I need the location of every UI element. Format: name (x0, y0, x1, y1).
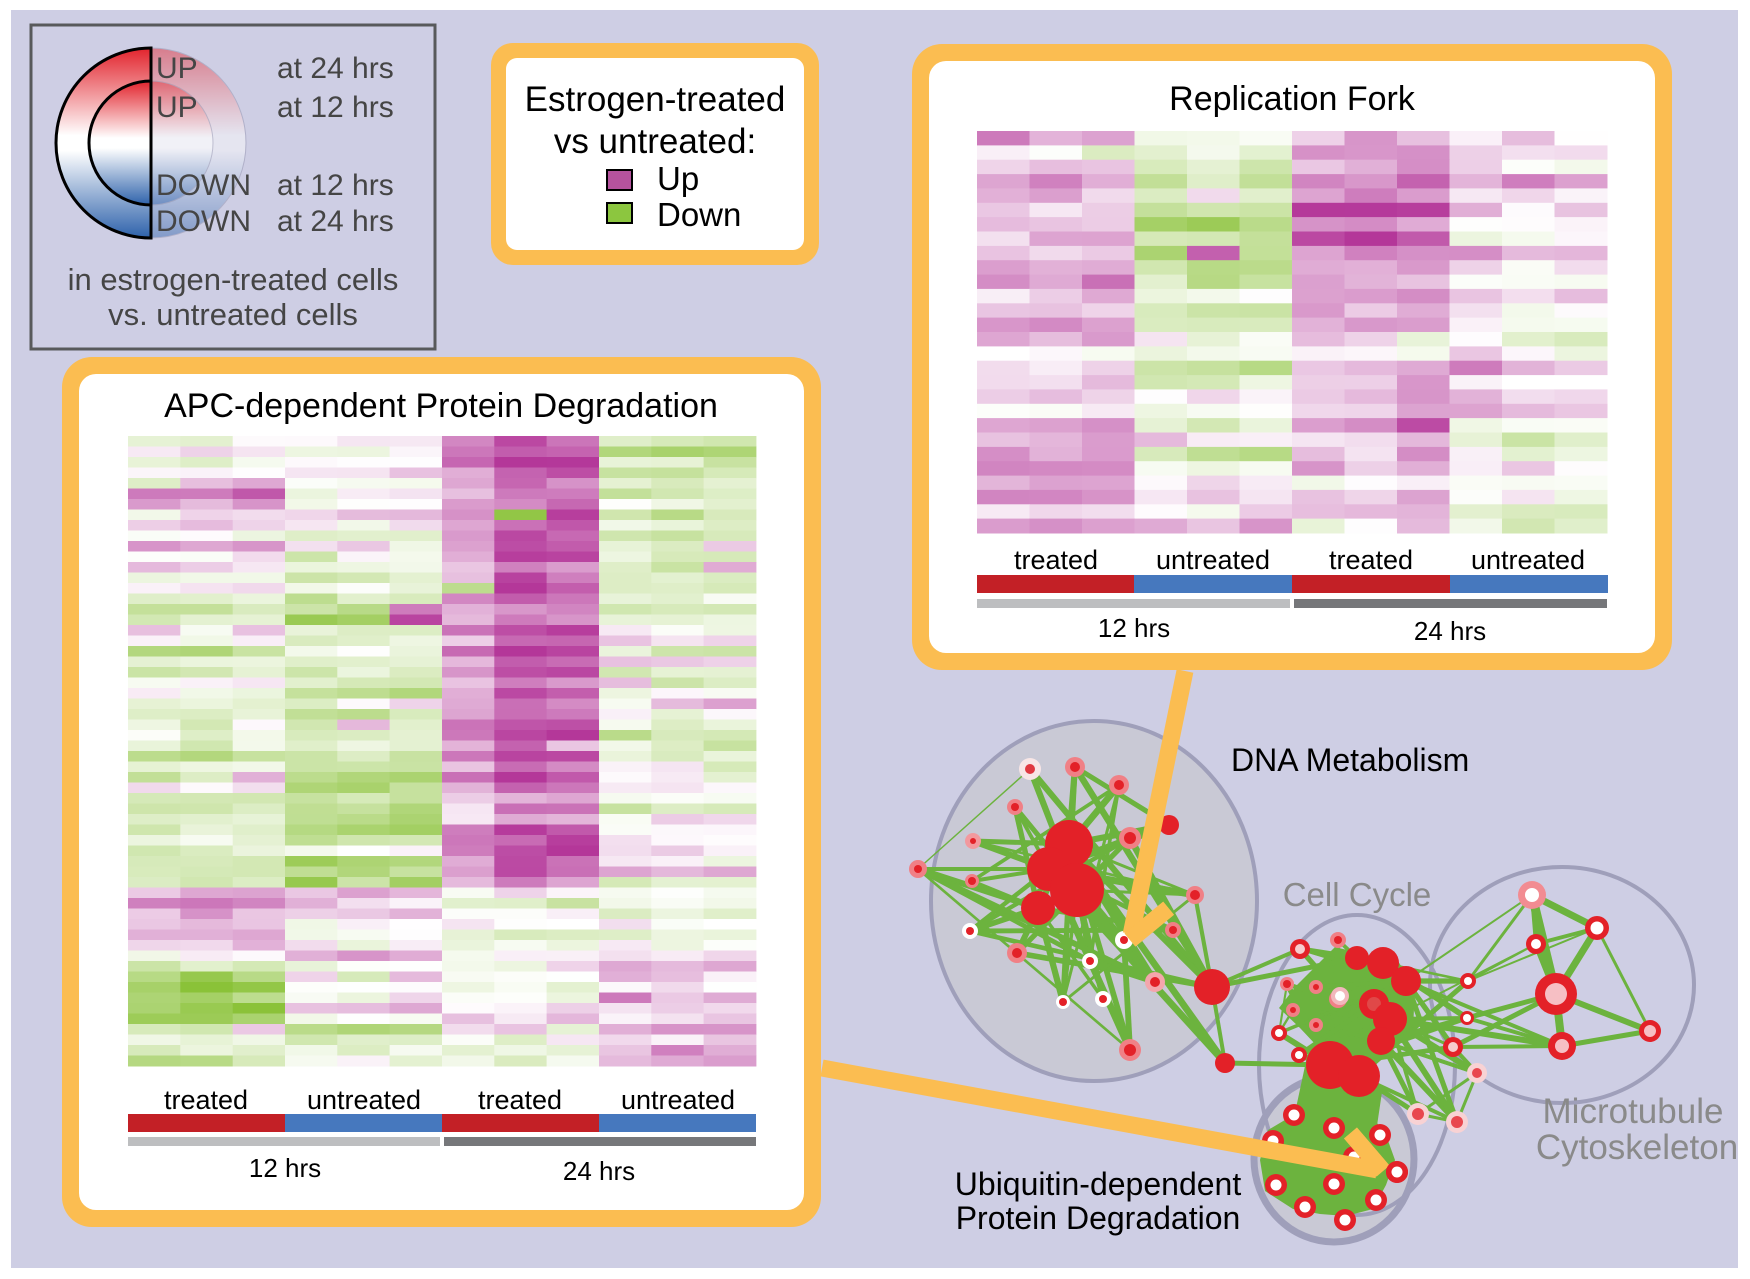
svg-text:in estrogen-treated cells: in estrogen-treated cells (68, 262, 399, 297)
svg-text:24 hrs: 24 hrs (563, 1156, 635, 1186)
svg-text:treated: treated (478, 1085, 562, 1115)
svg-text:Microtubule: Microtubule (1543, 1092, 1724, 1131)
svg-text:12 hrs: 12 hrs (1098, 613, 1170, 643)
svg-text:DOWN: DOWN (156, 205, 251, 238)
svg-text:DOWN: DOWN (156, 169, 251, 202)
svg-text:Up: Up (657, 160, 699, 197)
svg-text:24 hrs: 24 hrs (1414, 616, 1486, 646)
svg-text:APC-dependent Protein Degradat: APC-dependent Protein Degradation (164, 387, 718, 425)
svg-text:Down: Down (657, 196, 741, 233)
svg-text:UP: UP (156, 91, 198, 124)
svg-text:Cytoskeleton: Cytoskeleton (1536, 1128, 1738, 1167)
svg-text:treated: treated (164, 1085, 248, 1115)
svg-text:Ubiquitin-dependent: Ubiquitin-dependent (955, 1166, 1242, 1202)
svg-text:at 24 hrs: at 24 hrs (277, 52, 394, 85)
svg-text:Replication Fork: Replication Fork (1169, 80, 1416, 118)
svg-text:Estrogen-treated: Estrogen-treated (525, 80, 786, 119)
svg-text:untreated: untreated (1156, 545, 1270, 575)
svg-text:at 12 hrs: at 12 hrs (277, 169, 394, 202)
svg-text:vs untreated:: vs untreated: (554, 122, 756, 161)
svg-text:untreated: untreated (621, 1085, 735, 1115)
svg-text:Protein Degradation: Protein Degradation (956, 1200, 1241, 1236)
svg-text:treated: treated (1329, 545, 1413, 575)
svg-text:untreated: untreated (1471, 545, 1585, 575)
svg-text:Cell Cycle: Cell Cycle (1283, 876, 1432, 913)
svg-text:DNA Metabolism: DNA Metabolism (1231, 742, 1469, 778)
svg-text:vs. untreated cells: vs. untreated cells (108, 297, 358, 332)
svg-text:12 hrs: 12 hrs (249, 1153, 321, 1183)
svg-text:at 24 hrs: at 24 hrs (277, 205, 394, 238)
svg-text:at 12 hrs: at 12 hrs (277, 91, 394, 124)
svg-text:treated: treated (1014, 545, 1098, 575)
svg-text:untreated: untreated (307, 1085, 421, 1115)
svg-text:UP: UP (156, 52, 198, 85)
